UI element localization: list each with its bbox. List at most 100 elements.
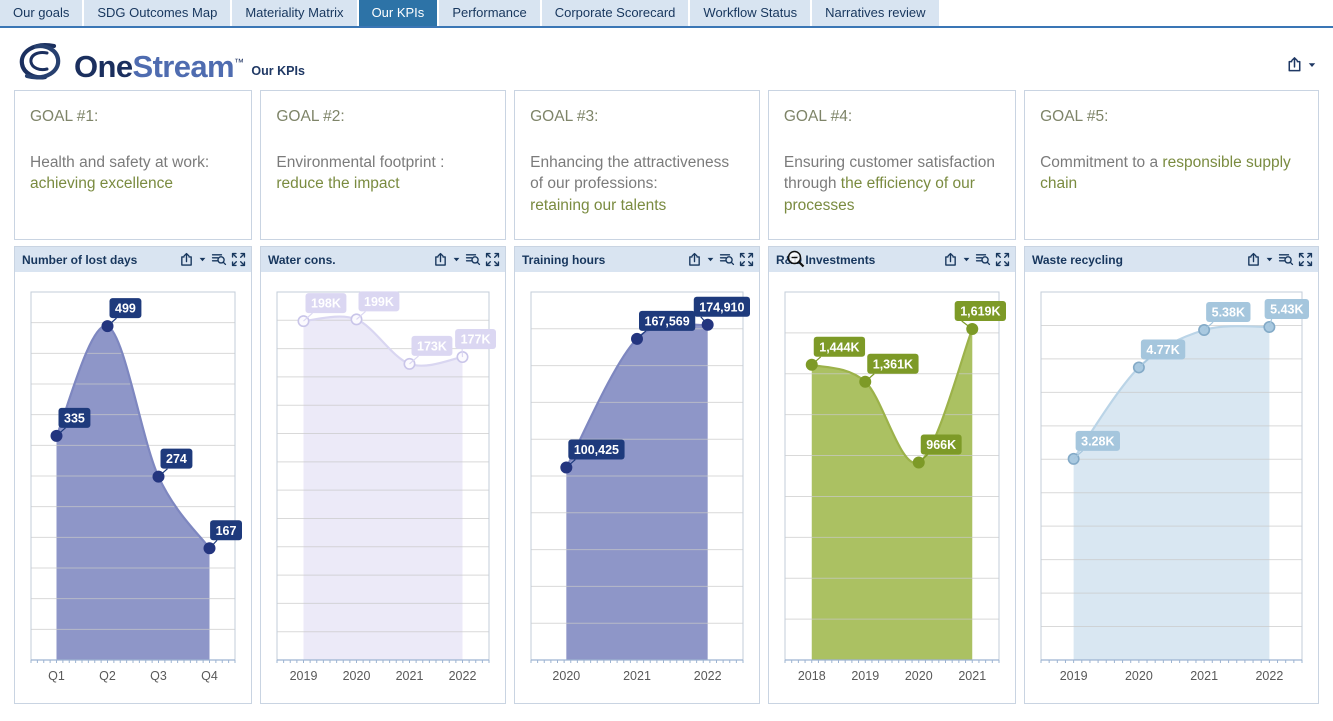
chart-toolbar (1245, 251, 1314, 268)
chart-area: Q1 Q2 Q3 Q4 335 499 274 167 (15, 272, 251, 703)
tab-performance[interactable]: Performance (439, 0, 540, 26)
caret-down-icon[interactable] (962, 255, 971, 264)
goal-heading: GOAL #4: (783, 108, 853, 125)
zoom-data-icon[interactable] (974, 251, 991, 268)
fullscreen-icon[interactable] (230, 251, 247, 268)
data-label: 1,444K (819, 340, 859, 354)
goal-description: Commitment to a responsible supply chain (1040, 152, 1303, 195)
tab-sdg-outcomes-map[interactable]: SDG Outcomes Map (84, 0, 231, 26)
caret-down-icon[interactable] (706, 255, 715, 264)
x-axis-label: Q3 (150, 669, 167, 683)
tab-our-kpis[interactable]: Our KPIs (358, 0, 438, 26)
export-icon[interactable] (1245, 251, 1262, 268)
data-label: 198K (311, 297, 341, 311)
chart-panel-1: Number of lost days Q1 Q2 Q3 Q4 335 499 274 167 (14, 246, 252, 704)
fullscreen-icon[interactable] (738, 251, 755, 268)
zoom-data-icon[interactable] (464, 251, 481, 268)
tab-corporate-scorecard[interactable]: Corporate Scorecard (541, 0, 689, 26)
chart-toolbar (942, 251, 1011, 268)
brand: OneStream™ Our KPIs (14, 40, 305, 84)
export-icon[interactable] (942, 251, 959, 268)
goal-text: Ensuring customer satisfaction through (783, 154, 995, 193)
zoom-data-icon[interactable] (718, 251, 735, 268)
fullscreen-icon[interactable] (1297, 251, 1314, 268)
x-axis-label: 2019 (290, 669, 318, 683)
x-axis-label: 2020 (343, 669, 371, 683)
wordmark-stream: Stream (132, 49, 235, 85)
tab-materiality-matrix[interactable]: Materiality Matrix (232, 0, 357, 26)
chart-title: Waste recycling (1032, 252, 1123, 267)
goal-card-5: GOAL #5: Commitment to a responsible supp… (1024, 90, 1319, 240)
data-label: 335 (64, 411, 85, 425)
x-axis-label: Q2 (99, 669, 116, 683)
caret-down-icon[interactable] (452, 255, 461, 264)
chart-panel-header: R&D Investments (769, 247, 1015, 272)
chart-title: R&D Investments (776, 252, 876, 267)
tab-workflow-status[interactable]: Workflow Status (690, 0, 811, 26)
data-label: 167,569 (645, 314, 690, 328)
goal-heading: GOAL #1: (30, 108, 99, 125)
data-label: 274 (166, 452, 187, 466)
zoom-data-icon[interactable] (210, 251, 227, 268)
charts-row: Number of lost days Q1 Q2 Q3 Q4 335 499 274 167 W… (14, 246, 1319, 704)
x-axis-label: 2021 (623, 669, 651, 683)
goal-heading: GOAL #2: (276, 108, 345, 125)
x-axis-label: Q4 (201, 669, 218, 683)
zoom-data-icon[interactable] (1277, 251, 1294, 268)
chart-area: 2019 2020 2021 2022 3.28K 4.77K 5.38K 5.43K (1025, 272, 1318, 703)
x-axis-label: 2021 (396, 669, 424, 683)
x-axis-label: 2021 (958, 669, 986, 683)
goal-description: Environmental footprint : reduce the impa… (276, 152, 490, 195)
goal-text: Health and safety at work: (30, 154, 210, 171)
chart-area: 2018 2019 2020 2021 1,444K 1,361K 966K 1,619K (769, 272, 1015, 703)
x-axis-label: 2020 (552, 669, 580, 683)
chart-panel-5: Waste recycling 2019 2020 2021 2022 3.28K 4.77… (1024, 246, 1319, 704)
caret-down-icon[interactable] (198, 255, 207, 264)
data-label: 167 (216, 524, 237, 538)
goal-card-1: GOAL #1: Health and safety at work: achiev… (14, 90, 253, 240)
export-button[interactable] (1285, 55, 1317, 84)
x-axis-label: 2022 (694, 669, 722, 683)
data-label: 177K (461, 333, 491, 347)
goal-description: Enhancing the attractiveness of our prof… (530, 152, 744, 216)
fullscreen-icon[interactable] (994, 251, 1011, 268)
data-label: 3.28K (1081, 434, 1114, 448)
chart-panel-header: Number of lost days (15, 247, 251, 272)
goal-card-4: GOAL #4: Ensuring customer satisfaction t… (767, 90, 1017, 240)
data-label: 4.77K (1146, 343, 1179, 357)
chart-panel-3: Training hours 2020 2021 2022 100,425 167,569… (514, 246, 760, 704)
area-chart: 2019 2020 2021 2022 198K 199K 173K 177K (276, 291, 496, 683)
x-axis-label: Q1 (48, 669, 65, 683)
x-axis-label: 2018 (798, 669, 826, 683)
goal-text-accent: retaining our talents (530, 196, 667, 214)
chart-panel-header: Waste recycling (1025, 247, 1318, 272)
chart-area: 2019 2020 2021 2022 198K 199K 173K 177K (261, 272, 505, 703)
fullscreen-icon[interactable] (484, 251, 501, 268)
data-label: 174,910 (699, 300, 744, 314)
data-label: 499 (115, 302, 136, 316)
tab-narratives-review[interactable]: Narratives review (812, 0, 939, 26)
goal-text-accent: responsible supply chain (1040, 154, 1291, 193)
data-label: 173K (417, 339, 447, 353)
tab-our-goals[interactable]: Our goals (0, 0, 83, 26)
goal-text: Enhancing the attractiveness of our prof… (530, 154, 730, 193)
goal-text-accent: reduce the impact (276, 175, 400, 193)
chart-panel-4: R&D Investments 2018 2019 2020 2021 1,444K 1,3… (768, 246, 1016, 704)
wordmark: OneStream™ (74, 49, 244, 85)
export-icon (1285, 55, 1304, 74)
export-icon[interactable] (432, 251, 449, 268)
trademark: ™ (234, 58, 244, 70)
x-axis-label: 2021 (1190, 669, 1218, 683)
data-label: 5.38K (1212, 306, 1245, 320)
area-chart: 2018 2019 2020 2021 1,444K 1,361K 966K 1,619K (784, 291, 1006, 683)
x-axis-label: 2019 (851, 669, 879, 683)
goal-description: Health and safety at work: achieving exce… (30, 152, 236, 195)
brand-row: OneStream™ Our KPIs (14, 34, 1317, 84)
caret-down-icon[interactable] (1265, 255, 1274, 264)
chart-toolbar (432, 251, 501, 268)
export-icon[interactable] (178, 251, 195, 268)
data-label: 1,361K (873, 357, 913, 371)
chart-title: Training hours (522, 252, 606, 267)
export-icon[interactable] (686, 251, 703, 268)
wordmark-one: One (74, 49, 133, 85)
